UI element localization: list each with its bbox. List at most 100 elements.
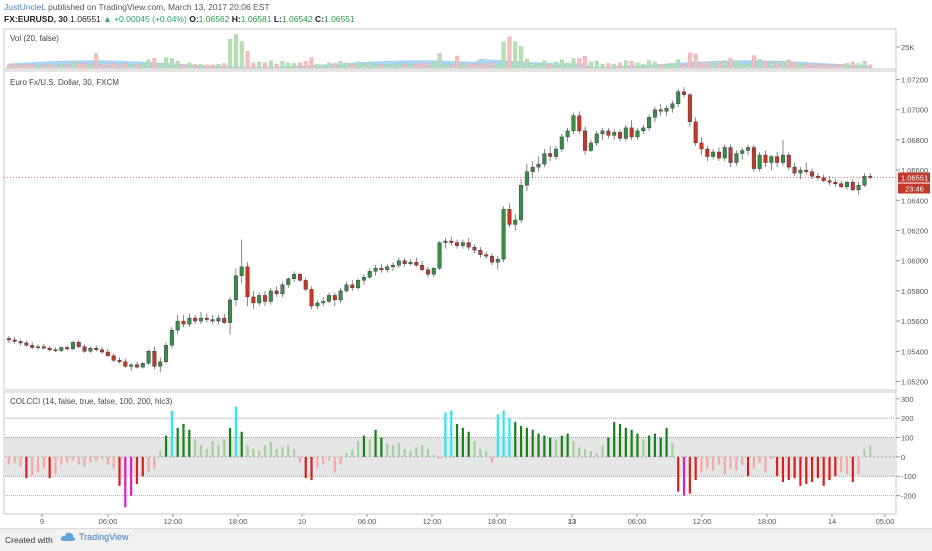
cci-bar (689, 457, 691, 494)
cci-bar (89, 457, 91, 463)
volume-bar (240, 42, 244, 68)
price-tick-label: 1.07200 (901, 76, 928, 85)
cci-bar (497, 414, 499, 457)
cci-bar (747, 457, 749, 476)
volume-bar (671, 63, 675, 68)
time-tick-label: 18:00 (488, 517, 507, 526)
candle-body (868, 176, 872, 177)
candle-body (59, 347, 63, 350)
time-tick-label: 05:00 (876, 517, 895, 526)
candle-body (519, 185, 523, 220)
cci-bar (177, 428, 179, 457)
volume-bar (304, 61, 308, 68)
candle-body (711, 152, 715, 157)
candle-body (228, 300, 232, 323)
candle-body (211, 320, 215, 322)
cci-bar (124, 457, 126, 507)
volume-tick-label: 25K (901, 43, 914, 52)
volume-bar (810, 63, 814, 68)
countdown-text: 23:46 (905, 185, 924, 194)
candle-body (717, 152, 721, 158)
cci-bar (235, 407, 237, 457)
candle-body (682, 92, 686, 95)
cci-bar (363, 436, 365, 457)
time-tick-label: 06:00 (99, 517, 118, 526)
volume-bar (577, 58, 581, 68)
cci-bar (101, 457, 103, 459)
volume-bar (13, 65, 17, 68)
cci-bar (607, 438, 609, 457)
cci-bar (427, 449, 429, 457)
cci-bar (398, 443, 400, 457)
cci-bar (438, 457, 440, 459)
cci-bar (503, 410, 505, 456)
volume-bar (310, 58, 314, 68)
candle-body (577, 116, 581, 131)
cci-bar (351, 449, 353, 457)
volume-bar (572, 58, 576, 68)
cci-bar (683, 457, 685, 496)
volume-bar (444, 65, 448, 68)
candle-body (263, 295, 267, 301)
cci-bar (293, 449, 295, 457)
cci-bar (136, 457, 138, 484)
candle-body (641, 128, 645, 131)
cci-bar (770, 457, 772, 459)
candle-body (636, 131, 640, 137)
time-tick-label: 9 (40, 517, 44, 526)
candle-series (7, 87, 872, 372)
candle-body (141, 363, 145, 367)
candle-body (537, 164, 541, 167)
cci-bar (479, 449, 481, 457)
volume-bar (473, 64, 477, 68)
volume-bar (158, 63, 162, 68)
volume-series (6, 34, 900, 68)
candle-body (333, 295, 337, 300)
tradingview-brand-link[interactable]: TradingView (60, 532, 129, 542)
cci-pane-label: COLCCI (14, false, true, false, 100, 200… (10, 397, 173, 406)
candle-body (513, 220, 517, 225)
price-tick-label: 1.06000 (901, 257, 928, 266)
volume-bar (228, 39, 232, 68)
volume-bar (36, 65, 40, 68)
volume-bar (740, 64, 744, 68)
cci-bar (537, 434, 539, 457)
cci-bar (811, 457, 813, 482)
volume-bar (234, 34, 238, 68)
volume-bar (374, 64, 378, 68)
volume-bar (205, 65, 209, 68)
cci-bar (276, 449, 278, 457)
cci-bar (252, 449, 254, 457)
time-tick-label: 12:00 (423, 517, 442, 526)
cci-bar (130, 457, 132, 496)
candle-body (118, 360, 122, 362)
cci-bar (578, 447, 580, 457)
cci-bar (374, 430, 376, 457)
cci-bar (817, 457, 819, 478)
volume-bar (176, 61, 180, 68)
volume-bar (269, 61, 273, 68)
candle-body (735, 154, 739, 163)
cci-bar (590, 451, 592, 457)
volume-bar (717, 63, 721, 68)
volume-bar (851, 62, 855, 68)
cci-bar (54, 457, 56, 474)
footer-bar: Created with TradingView (0, 528, 932, 551)
created-with-text: Created with (5, 535, 53, 545)
cci-bar (43, 457, 45, 469)
volume-bar (112, 63, 116, 68)
cci-bar (700, 457, 702, 472)
candle-body (700, 143, 704, 149)
candle-body (409, 262, 413, 264)
candle-body (54, 350, 58, 351)
cci-bar (741, 457, 743, 465)
volume-bar (566, 63, 570, 68)
cci-bar (508, 418, 510, 457)
candle-body (94, 348, 98, 350)
cci-bar (264, 445, 266, 457)
candle-body (775, 157, 779, 163)
volume-bar (537, 64, 541, 68)
volume-bar (583, 56, 587, 68)
volume-bar (211, 65, 215, 68)
